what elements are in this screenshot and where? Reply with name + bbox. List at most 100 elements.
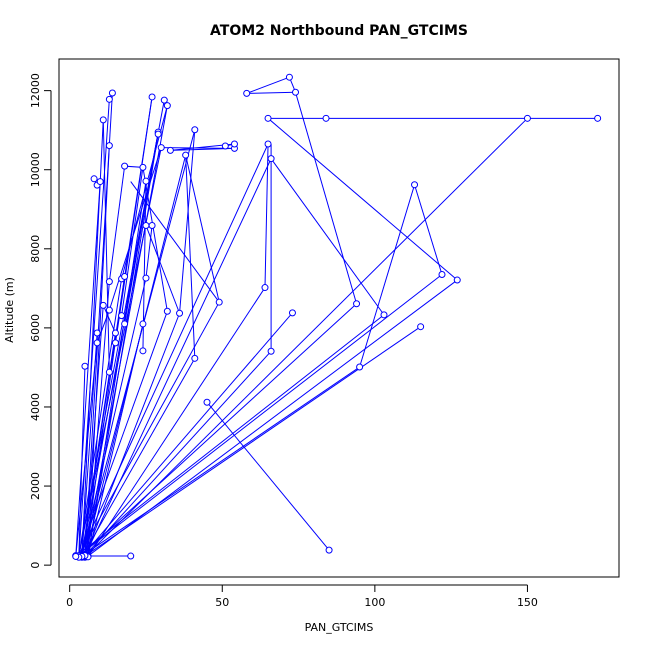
- data-point: [148, 221, 156, 229]
- data-point: [139, 347, 147, 355]
- series-line-segment: [84, 326, 421, 557]
- series-line-segment: [78, 311, 168, 558]
- data-point: [108, 89, 116, 97]
- data-point: [99, 301, 107, 309]
- data-point: [285, 73, 293, 81]
- series-line-segment: [108, 166, 126, 282]
- data-point: [99, 116, 107, 124]
- series-line-segment: [206, 401, 330, 551]
- series-line-segment: [142, 167, 168, 312]
- data-point: [105, 306, 113, 314]
- data-point: [221, 142, 229, 150]
- series-line-segment: [270, 158, 385, 316]
- data-point: [292, 88, 300, 96]
- data-point: [438, 271, 446, 279]
- series-line-segment: [87, 134, 159, 557]
- data-point: [230, 140, 238, 148]
- series-line-segment: [81, 358, 196, 558]
- data-point: [142, 221, 150, 229]
- data-point: [157, 144, 165, 152]
- y-tick-label: 12000: [29, 73, 42, 108]
- series-line-segment: [102, 305, 116, 334]
- data-point: [267, 347, 275, 355]
- data-point: [93, 339, 101, 347]
- data-point: [111, 339, 119, 347]
- series-line-segment: [81, 277, 147, 556]
- data-point: [93, 329, 101, 337]
- axes: 0 50 100 150 0 2000 4000 6000 8000 10000 12000: [29, 73, 538, 609]
- series-line-segment: [87, 181, 147, 557]
- data-point: [356, 363, 364, 371]
- data-point: [191, 354, 199, 362]
- data-point: [96, 178, 104, 186]
- data-point: [127, 552, 135, 560]
- series-lines: [75, 76, 598, 558]
- data-point: [154, 130, 162, 138]
- data-point: [72, 552, 80, 560]
- y-tick-label: 8000: [29, 235, 42, 263]
- series-line-segment: [179, 129, 196, 314]
- series-points: [72, 73, 602, 561]
- series-line-segment: [75, 181, 101, 556]
- data-point: [111, 329, 119, 337]
- data-point: [118, 312, 126, 320]
- data-point: [523, 114, 531, 122]
- series-line-segment: [124, 132, 159, 325]
- y-tick-label: 2000: [29, 472, 42, 500]
- y-tick-label: 6000: [29, 314, 42, 342]
- series-line-segment: [246, 91, 296, 94]
- series-line-segment: [78, 278, 123, 557]
- x-tick-label: 50: [215, 596, 229, 609]
- series-line-segment: [84, 350, 272, 556]
- data-point: [148, 93, 156, 101]
- series-line-segment: [145, 225, 153, 279]
- data-point: [142, 274, 150, 282]
- series-line-segment: [78, 303, 357, 558]
- data-point: [160, 96, 168, 104]
- series-line-segment: [81, 366, 360, 557]
- series-line-segment: [78, 143, 269, 558]
- data-point: [105, 278, 113, 286]
- data-point: [453, 276, 461, 284]
- data-point: [105, 142, 113, 150]
- data-point: [243, 89, 251, 97]
- data-point: [322, 114, 330, 122]
- series-line-segment: [96, 309, 110, 344]
- x-tick-label: 0: [66, 596, 73, 609]
- y-tick-label: 4000: [29, 393, 42, 421]
- data-point: [121, 320, 129, 328]
- series-line-segment: [267, 117, 458, 281]
- series-line-segment: [81, 129, 196, 557]
- series-line-segment: [359, 184, 416, 368]
- series-line-segment: [264, 144, 269, 288]
- series-line-segment: [84, 117, 528, 558]
- series-line-segment: [75, 314, 385, 557]
- data-point: [325, 546, 333, 554]
- series-line-segment: [78, 274, 443, 557]
- series-line-segment: [102, 119, 110, 373]
- y-tick-label: 0: [29, 562, 42, 569]
- data-point: [166, 146, 174, 154]
- series-line-segment: [414, 184, 443, 275]
- series-line-segment: [121, 167, 144, 316]
- data-point: [163, 102, 171, 110]
- data-point: [264, 114, 272, 122]
- x-axis-label: PAN_GTCIMS: [305, 621, 374, 634]
- series-line-segment: [145, 225, 181, 314]
- data-point: [417, 323, 425, 331]
- series-line-segment: [81, 312, 293, 557]
- x-tick-label: 150: [517, 596, 538, 609]
- data-point: [203, 398, 211, 406]
- data-point: [81, 362, 89, 370]
- series-line-segment: [130, 181, 220, 303]
- data-point: [264, 140, 272, 148]
- data-point: [411, 181, 419, 189]
- data-point: [121, 162, 129, 170]
- data-point: [267, 155, 275, 163]
- data-point: [288, 309, 296, 317]
- series-line-segment: [185, 154, 220, 303]
- series-line-segment: [295, 92, 358, 304]
- series-line-segment: [114, 96, 153, 343]
